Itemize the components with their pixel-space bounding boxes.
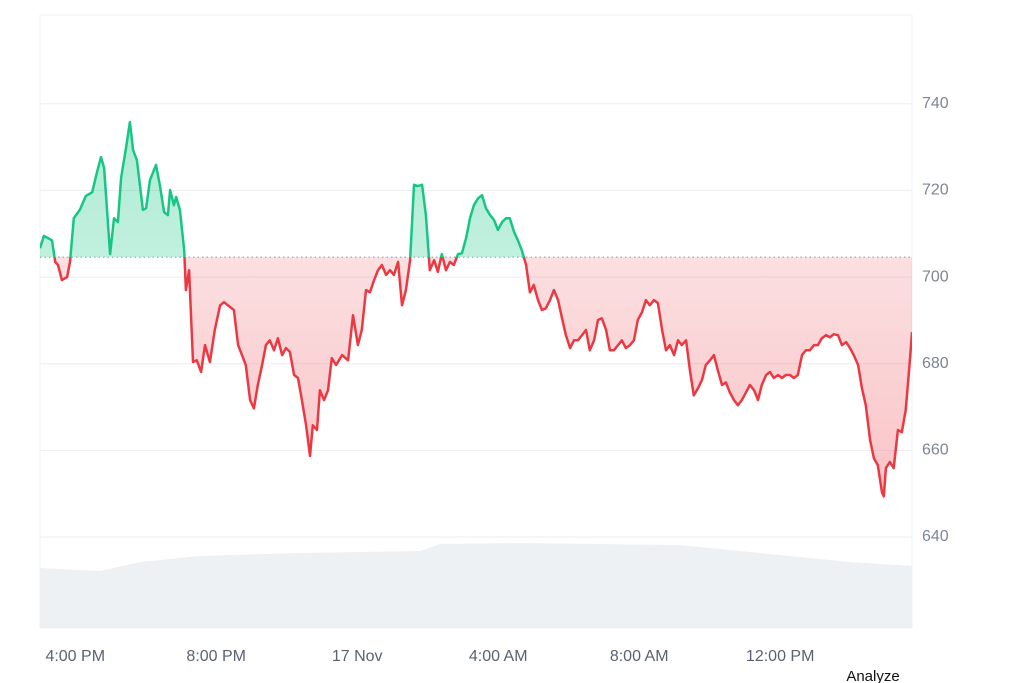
y-tick-label: 660 bbox=[922, 442, 949, 459]
y-tick-label: 700 bbox=[922, 268, 949, 285]
y-tick-label: 640 bbox=[922, 528, 949, 545]
price-line-up bbox=[40, 120, 526, 258]
analyze-button[interactable]: Analyze bbox=[846, 668, 899, 683]
volume-area bbox=[40, 543, 912, 628]
x-tick-label: 12:00 PM bbox=[746, 648, 814, 665]
area-down bbox=[54, 257, 912, 497]
y-tick-label: 680 bbox=[922, 355, 949, 372]
x-tick-label: 17 Nov bbox=[332, 648, 383, 665]
x-tick-label: 4:00 AM bbox=[469, 648, 528, 665]
x-tick-label: 8:00 AM bbox=[610, 648, 669, 665]
area-up bbox=[40, 122, 912, 258]
y-tick-label: 720 bbox=[922, 182, 949, 199]
x-tick-label: 8:00 PM bbox=[186, 648, 246, 665]
y-tick-label: 740 bbox=[922, 95, 949, 112]
x-tick-label: 4:00 PM bbox=[45, 648, 105, 665]
price-line-down bbox=[53, 257, 912, 498]
